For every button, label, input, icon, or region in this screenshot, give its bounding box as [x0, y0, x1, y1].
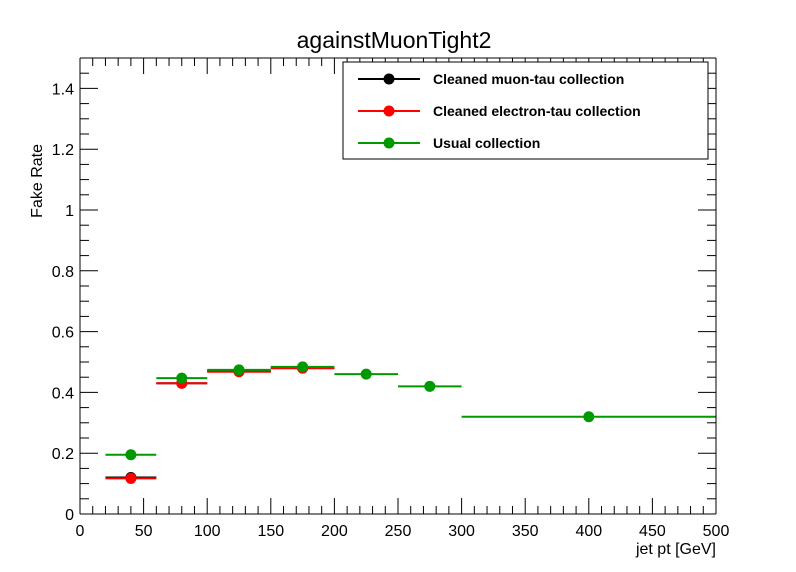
- legend-marker-2: [383, 137, 395, 149]
- series-2-point-5: [424, 380, 436, 392]
- series-2: [105, 361, 716, 461]
- x-tick-label-2: 100: [194, 523, 221, 540]
- legend-marker-0: [383, 73, 395, 85]
- y-tick-label-5: 1: [65, 203, 74, 220]
- x-tick-label-1: 50: [135, 523, 153, 540]
- x-tick-label-7: 350: [512, 523, 539, 540]
- axes-layer: [79, 57, 717, 515]
- legend-marker-1: [383, 105, 395, 117]
- x-axis-title: jet pt [GeV]: [635, 541, 716, 558]
- series-2-point-2: [233, 364, 245, 376]
- legend: Cleaned muon-tau collection Cleaned elect…: [342, 61, 709, 160]
- legend-label-1: Cleaned electron-tau collection: [433, 103, 641, 119]
- series-2-point-4: [360, 368, 372, 380]
- x-tick-label-5: 250: [385, 523, 412, 540]
- y-tick-label-0: 0: [65, 507, 74, 524]
- x-tick-label-3: 150: [257, 523, 284, 540]
- y-tick-label-1: 0.2: [52, 446, 74, 463]
- x-tick-label-0: 0: [76, 523, 85, 540]
- x-tick-label-10: 500: [703, 523, 730, 540]
- x-tick-label-9: 450: [639, 523, 666, 540]
- series-1-point-0: [125, 472, 137, 484]
- y-tick-label-4: 0.8: [52, 264, 74, 281]
- series-2-point-1: [176, 372, 188, 384]
- x-tick-label-6: 300: [448, 523, 475, 540]
- series-2-point-3: [297, 361, 309, 373]
- series-2-point-6: [583, 411, 595, 423]
- y-tick-label-7: 1.4: [52, 81, 74, 98]
- series-layer: [105, 361, 716, 484]
- x-tick-label-8: 400: [575, 523, 602, 540]
- y-axis-title: Fake Rate: [29, 144, 46, 218]
- series-2-point-0: [125, 449, 137, 461]
- legend-label-2: Usual collection: [433, 135, 540, 151]
- chart-title: againstMuonTight2: [297, 27, 492, 53]
- y-tick-label-6: 1.2: [52, 142, 74, 159]
- x-tick-label-4: 200: [321, 523, 348, 540]
- y-tick-label-3: 0.6: [52, 325, 74, 342]
- legend-label-0: Cleaned muon-tau collection: [433, 71, 624, 87]
- tick-label-layer: 0 50 100 150 200 250 300 350 400 450 500 0 0.2 0.4 0.6…: [52, 81, 730, 540]
- y-tick-label-2: 0.4: [52, 385, 74, 402]
